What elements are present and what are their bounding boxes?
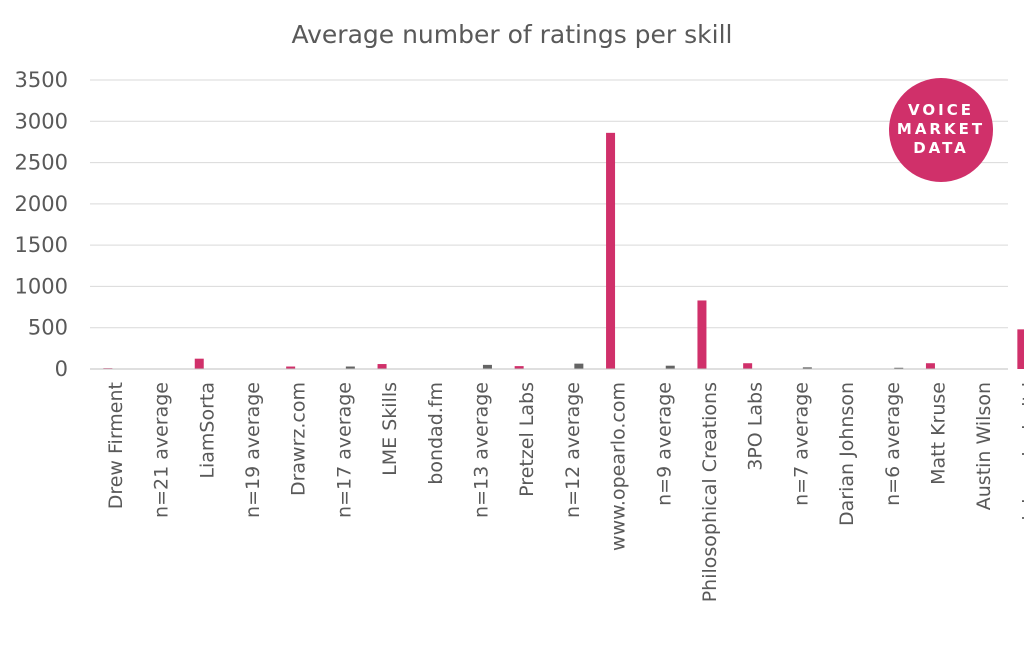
logo-line-3: DATA (913, 139, 969, 157)
x-tick-label: Matt Kruse (927, 382, 949, 485)
bar-series-1 (925, 363, 935, 369)
bar-series-1 (377, 364, 387, 369)
y-tick-label: 2500 (15, 151, 68, 175)
bar-series-2 (345, 366, 355, 369)
bar-series-2 (665, 365, 675, 369)
x-tick-label: Drew Firment (105, 382, 127, 509)
x-tick-label: n=17 average (333, 382, 355, 518)
bar-series-2 (482, 364, 492, 369)
y-tick-label: 0 (55, 357, 68, 381)
y-tick-label: 3500 (15, 68, 68, 92)
y-axis-ticks: 0 500 1000 1500 2000 2500 3000 3500 (15, 68, 68, 381)
bar-series-1 (514, 366, 524, 369)
logo-line-2: MARKET (897, 120, 985, 138)
x-tick-label: Pretzel Labs (516, 382, 538, 497)
x-tick-label: bondad.fm (425, 382, 447, 485)
bar-series-2 (802, 367, 812, 369)
x-tick-label: labworks.io ltd (1019, 382, 1024, 521)
x-tick-label: Darian Johnson (836, 382, 858, 526)
y-tick-label: 3000 (15, 109, 68, 133)
x-tick-label: 3PO Labs (745, 382, 767, 471)
x-tick-label: Austin Wilson (973, 382, 995, 510)
bar-series-1 (606, 132, 616, 369)
x-tick-label: n=12 average (562, 382, 584, 518)
x-tick-label: n=7 average (790, 382, 812, 506)
x-tick-label: Drawrz.com (288, 382, 310, 496)
x-tick-label: n=13 average (470, 382, 492, 518)
y-tick-label: 2000 (15, 192, 68, 216)
logo-circle (889, 78, 993, 182)
x-axis-ticks: Drew Firment n=21 average LiamSorta n=19 av… (105, 382, 1024, 602)
bars (103, 132, 1024, 369)
x-tick-label: www.opearlo.com (608, 382, 630, 551)
y-tick-label: 1500 (15, 233, 68, 257)
logo-line-1: VOICE (908, 101, 974, 119)
x-tick-label: n=19 average (242, 382, 264, 518)
x-tick-label: n=9 average (653, 382, 675, 506)
bar-series-1 (1017, 329, 1024, 369)
x-tick-label: n=6 average (882, 382, 904, 506)
bar-series-1 (743, 363, 753, 369)
x-tick-label: LiamSorta (196, 382, 218, 479)
bar-series-2 (574, 363, 584, 369)
gridlines (90, 79, 1008, 329)
bar-series-1 (697, 300, 707, 369)
y-tick-label: 1000 (15, 274, 68, 298)
y-tick-label: 500 (28, 316, 68, 340)
bar-series-1 (286, 366, 296, 369)
bar-series-2 (894, 367, 904, 369)
logo: VOICE MARKET DATA (889, 78, 993, 182)
x-tick-label: LME Skills (379, 382, 401, 476)
chart-title: Average number of ratings per skill (291, 20, 732, 49)
x-tick-label: n=21 average (151, 382, 173, 518)
x-tick-label: Philosophical Creations (699, 382, 721, 602)
bar-series-1 (194, 358, 204, 369)
